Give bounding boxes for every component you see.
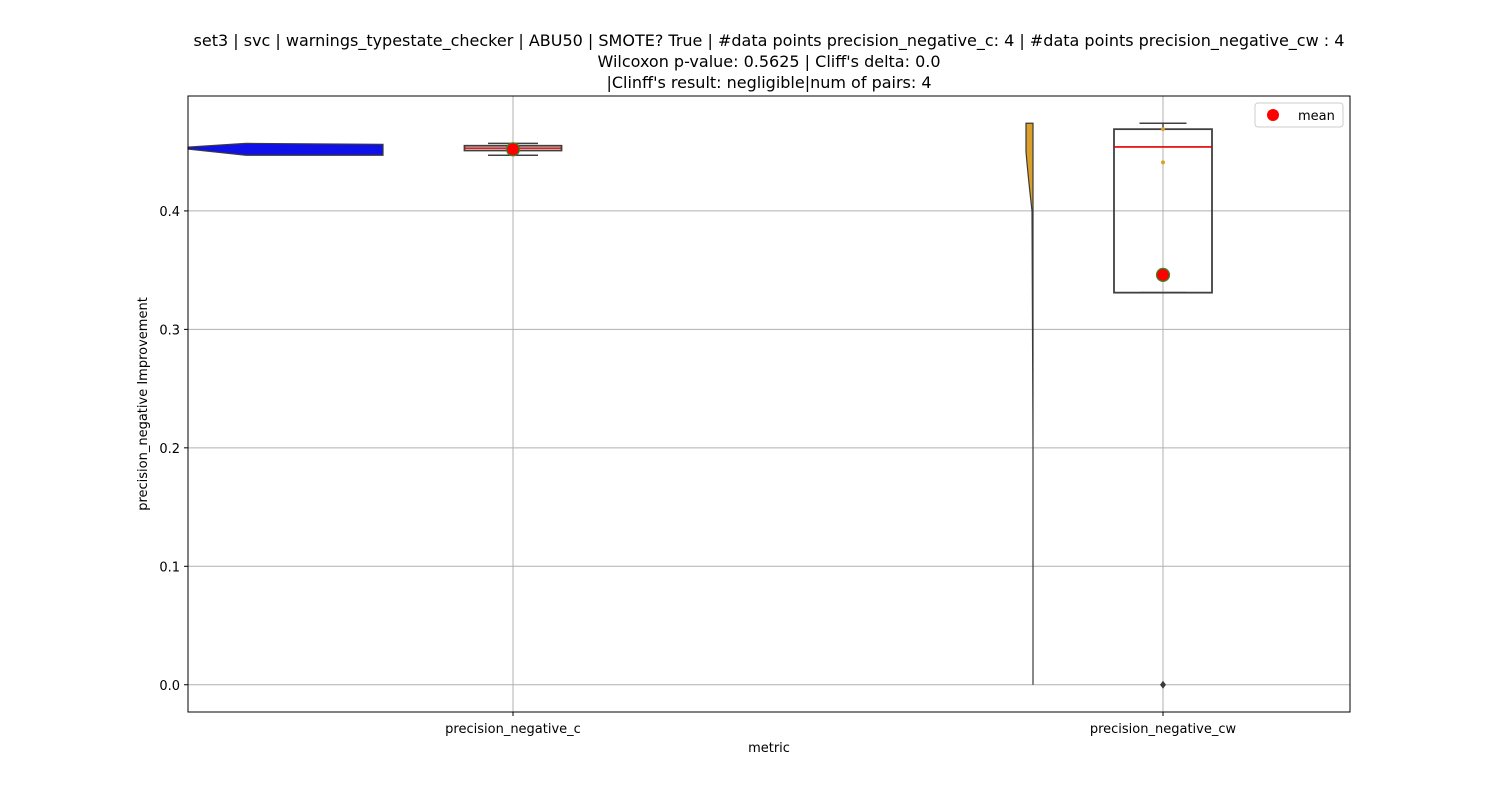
title-line-1: set3 | svc | warnings_typestate_checker … — [193, 31, 1345, 50]
chart-title: set3 | svc | warnings_typestate_checker … — [0, 30, 1500, 93]
x-axis: precision_negative_c precision_negative_c… — [445, 712, 1237, 737]
mean-marker-precision-negative-cw — [1155, 267, 1171, 282]
legend: mean — [1254, 102, 1344, 128]
title-line-3: |Clinff's result: negligible|num of pair… — [606, 73, 932, 92]
legend-mean-label: mean — [1298, 109, 1335, 124]
strip-point — [1161, 127, 1165, 132]
outlier-precision-negative-cw — [1160, 680, 1166, 689]
grid-lines — [188, 96, 1350, 712]
x-tick-label: precision_negative_cw — [1090, 722, 1237, 737]
legend-frame — [1254, 102, 1344, 128]
legend-mean-marker — [1267, 109, 1279, 121]
y-tick-label: 0.3 — [159, 323, 180, 338]
y-axis: 0.0 0.1 0.2 0.3 0.4 — [159, 205, 188, 694]
strip-point — [1161, 160, 1165, 165]
y-tick-label: 0.1 — [159, 560, 180, 575]
y-tick-label: 0.0 — [159, 679, 180, 694]
plot-frame — [187, 95, 1351, 713]
violin-precision-negative-c — [187, 142, 384, 156]
x-axis-label: metric — [748, 741, 790, 756]
violin-precision-negative-cw — [1025, 122, 1034, 685]
y-tick-label: 0.4 — [159, 205, 180, 220]
y-tick-label: 0.2 — [159, 442, 180, 457]
y-axis-label: precision_negative Improvement — [136, 297, 151, 511]
x-tick-label: precision_negative_c — [445, 722, 581, 737]
title-line-2: Wilcoxon p-value: 0.5625 | Cliff's delta… — [597, 52, 941, 71]
chart-marks — [187, 122, 1213, 689]
mean-marker-precision-negative-c — [505, 142, 521, 157]
